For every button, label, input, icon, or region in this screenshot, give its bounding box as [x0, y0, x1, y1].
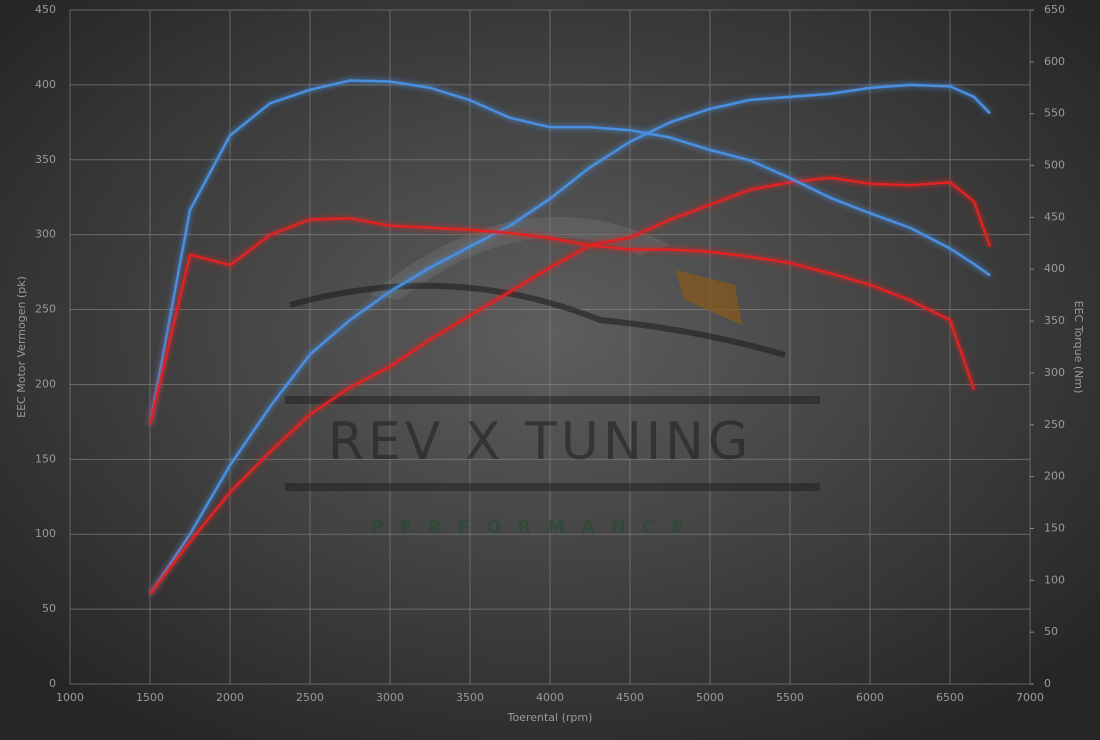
- y2-tick-label: 200: [1044, 470, 1065, 483]
- y-axis-label: EEC Motor Vermogen (pk): [15, 276, 28, 418]
- series-line: [148, 217, 976, 426]
- y2-tick-label: 350: [1044, 314, 1065, 327]
- y-tick-label: 300: [35, 228, 56, 241]
- watermark-subtitle: PERFORMANCE: [370, 517, 699, 538]
- y2-tick-label: 0: [1044, 677, 1051, 690]
- x-tick-label: 7000: [1016, 691, 1044, 704]
- x-tick-label: 1000: [56, 691, 84, 704]
- x-tick-label: 6500: [936, 691, 964, 704]
- y2-tick-label: 600: [1044, 55, 1065, 68]
- x-tick-label: 2500: [296, 691, 324, 704]
- y2-tick-label: 250: [1044, 418, 1065, 431]
- y-tick-label: 0: [49, 677, 56, 690]
- watermark-text: REV X TUNING: [328, 412, 753, 472]
- x-tick-label: 6000: [856, 691, 884, 704]
- y2-tick-label: 300: [1044, 366, 1065, 379]
- y2-tick-label: 50: [1044, 625, 1058, 638]
- y-tick-label: 50: [42, 602, 56, 615]
- y2-tick-label: 400: [1044, 262, 1065, 275]
- y2-tick-label: 650: [1044, 3, 1065, 16]
- y-tick-label: 250: [35, 303, 56, 316]
- y2-tick-label: 550: [1044, 107, 1065, 120]
- x-tick-label: 3000: [376, 691, 404, 704]
- y2-tick-label: 450: [1044, 210, 1065, 223]
- x-tick-label: 5500: [776, 691, 804, 704]
- series-line: [148, 83, 991, 595]
- y-tick-label: 150: [35, 452, 56, 465]
- x-tick-label: 4500: [616, 691, 644, 704]
- series-line: [148, 79, 991, 425]
- grid: [69, 9, 1031, 685]
- y2-tick-label: 150: [1044, 521, 1065, 534]
- x-tick-label: 1500: [136, 691, 164, 704]
- y2-axis-label: EEC Torque (Nm): [1072, 301, 1085, 394]
- x-axis-label: Toerental (rpm): [507, 711, 593, 724]
- y-tick-label: 450: [35, 3, 56, 16]
- watermark: REV X TUNING PERFORMANCE: [285, 216, 820, 538]
- x-tick-label: 2000: [216, 691, 244, 704]
- x-tick-label: 4000: [536, 691, 564, 704]
- x-tick-label: 3500: [456, 691, 484, 704]
- y-tick-label: 200: [35, 377, 56, 390]
- x-tick-label: 5000: [696, 691, 724, 704]
- y-tick-label: 100: [35, 527, 56, 540]
- y2-tick-label: 500: [1044, 159, 1065, 172]
- y-tick-label: 400: [35, 78, 56, 91]
- y-tick-label: 350: [35, 153, 56, 166]
- y2-tick-label: 100: [1044, 573, 1065, 586]
